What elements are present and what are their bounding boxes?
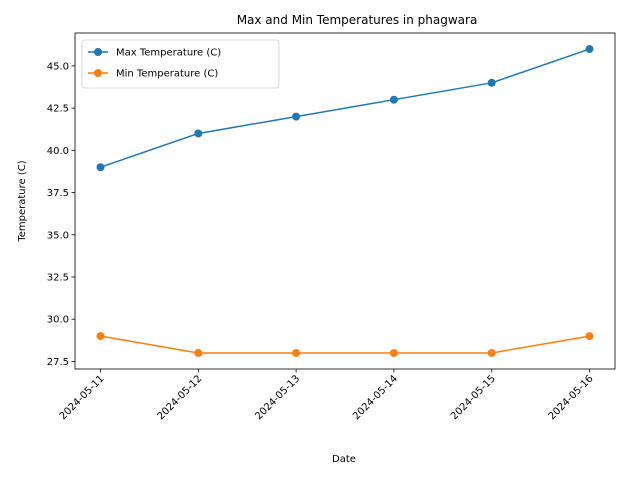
data-point <box>389 95 398 104</box>
legend-label: Min Temperature (C) <box>116 69 218 80</box>
data-point <box>487 78 496 87</box>
data-point <box>389 348 398 357</box>
legend-marker <box>94 48 102 56</box>
plot-frame <box>74 32 616 370</box>
data-point <box>96 163 105 172</box>
y-tick-label: 45.0 <box>47 61 69 72</box>
data-point <box>487 348 496 357</box>
series-layer <box>96 45 594 357</box>
legend: Max Temperature (C) Min Temperature (C) <box>81 39 280 89</box>
series-line <box>100 335 590 354</box>
legend-frame <box>81 39 280 89</box>
y-tick-label: 37.5 <box>47 188 69 199</box>
legend-label: Max Temperature (C) <box>116 48 221 59</box>
data-point <box>194 348 203 357</box>
data-point <box>585 45 594 54</box>
x-axis-label: Date <box>332 454 356 465</box>
series-max-temperature <box>96 45 594 172</box>
legend-marker <box>94 69 102 77</box>
y-tick-label: 42.5 <box>47 104 69 115</box>
data-point <box>292 112 301 121</box>
data-point <box>292 348 301 357</box>
series-line <box>100 48 590 168</box>
y-tick-label: 40.0 <box>47 146 69 157</box>
series-min-temperature <box>96 332 594 357</box>
chart-title: Max and Min Temperatures in phagwara <box>237 13 478 27</box>
y-tick-label: 32.5 <box>47 272 69 283</box>
y-axis-label: Temperature (C) <box>17 160 28 242</box>
data-point <box>96 332 105 341</box>
y-tick-label: 35.0 <box>47 230 69 241</box>
legend-item: Max Temperature (C) <box>88 48 221 59</box>
y-tick-label: 30.0 <box>47 315 69 326</box>
legend-item: Min Temperature (C) <box>88 69 218 80</box>
y-tick-label: 27.5 <box>47 357 69 368</box>
data-point <box>194 129 203 138</box>
data-point <box>585 332 594 341</box>
